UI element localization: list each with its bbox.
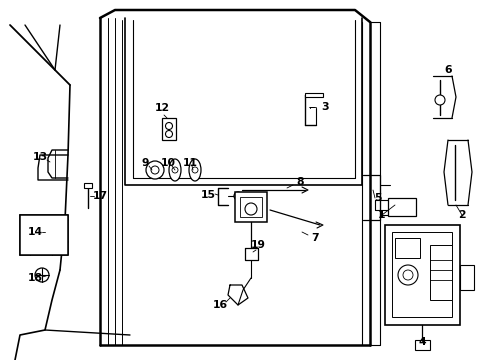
- Text: 15: 15: [200, 190, 215, 200]
- Text: 12: 12: [154, 103, 169, 113]
- Circle shape: [35, 268, 49, 282]
- Ellipse shape: [189, 159, 201, 181]
- Bar: [391, 232, 451, 317]
- Bar: [235, 192, 266, 222]
- Text: 4: 4: [417, 337, 425, 347]
- Text: 1: 1: [378, 210, 385, 220]
- Text: 18: 18: [27, 273, 42, 283]
- Bar: [394, 238, 419, 258]
- Text: 11: 11: [182, 158, 197, 168]
- Text: 3: 3: [321, 102, 328, 112]
- Bar: [414, 340, 429, 350]
- Bar: [162, 118, 176, 140]
- Text: 16: 16: [212, 300, 227, 310]
- Text: 6: 6: [443, 65, 451, 75]
- Circle shape: [151, 166, 159, 174]
- Circle shape: [234, 192, 242, 200]
- Bar: [429, 245, 451, 300]
- Bar: [20, 215, 68, 255]
- Ellipse shape: [169, 159, 181, 181]
- Circle shape: [402, 270, 412, 280]
- Circle shape: [244, 203, 257, 215]
- Text: 14: 14: [27, 227, 42, 237]
- Bar: [384, 225, 459, 325]
- Bar: [387, 198, 415, 216]
- Text: 5: 5: [373, 193, 381, 203]
- Circle shape: [192, 167, 198, 173]
- Text: 17: 17: [92, 191, 107, 201]
- Text: 7: 7: [310, 233, 318, 243]
- Circle shape: [434, 95, 444, 105]
- Bar: [84, 183, 92, 188]
- Text: 19: 19: [250, 240, 265, 250]
- Circle shape: [172, 167, 178, 173]
- Bar: [305, 93, 323, 97]
- Bar: [459, 265, 473, 290]
- Circle shape: [397, 265, 417, 285]
- Text: 13: 13: [32, 152, 47, 162]
- Text: 9: 9: [141, 158, 148, 168]
- Text: 2: 2: [457, 210, 465, 220]
- Circle shape: [146, 161, 163, 179]
- Text: 10: 10: [160, 158, 175, 168]
- Bar: [240, 197, 262, 217]
- Circle shape: [165, 122, 172, 130]
- Text: 8: 8: [296, 177, 303, 187]
- Circle shape: [165, 131, 172, 138]
